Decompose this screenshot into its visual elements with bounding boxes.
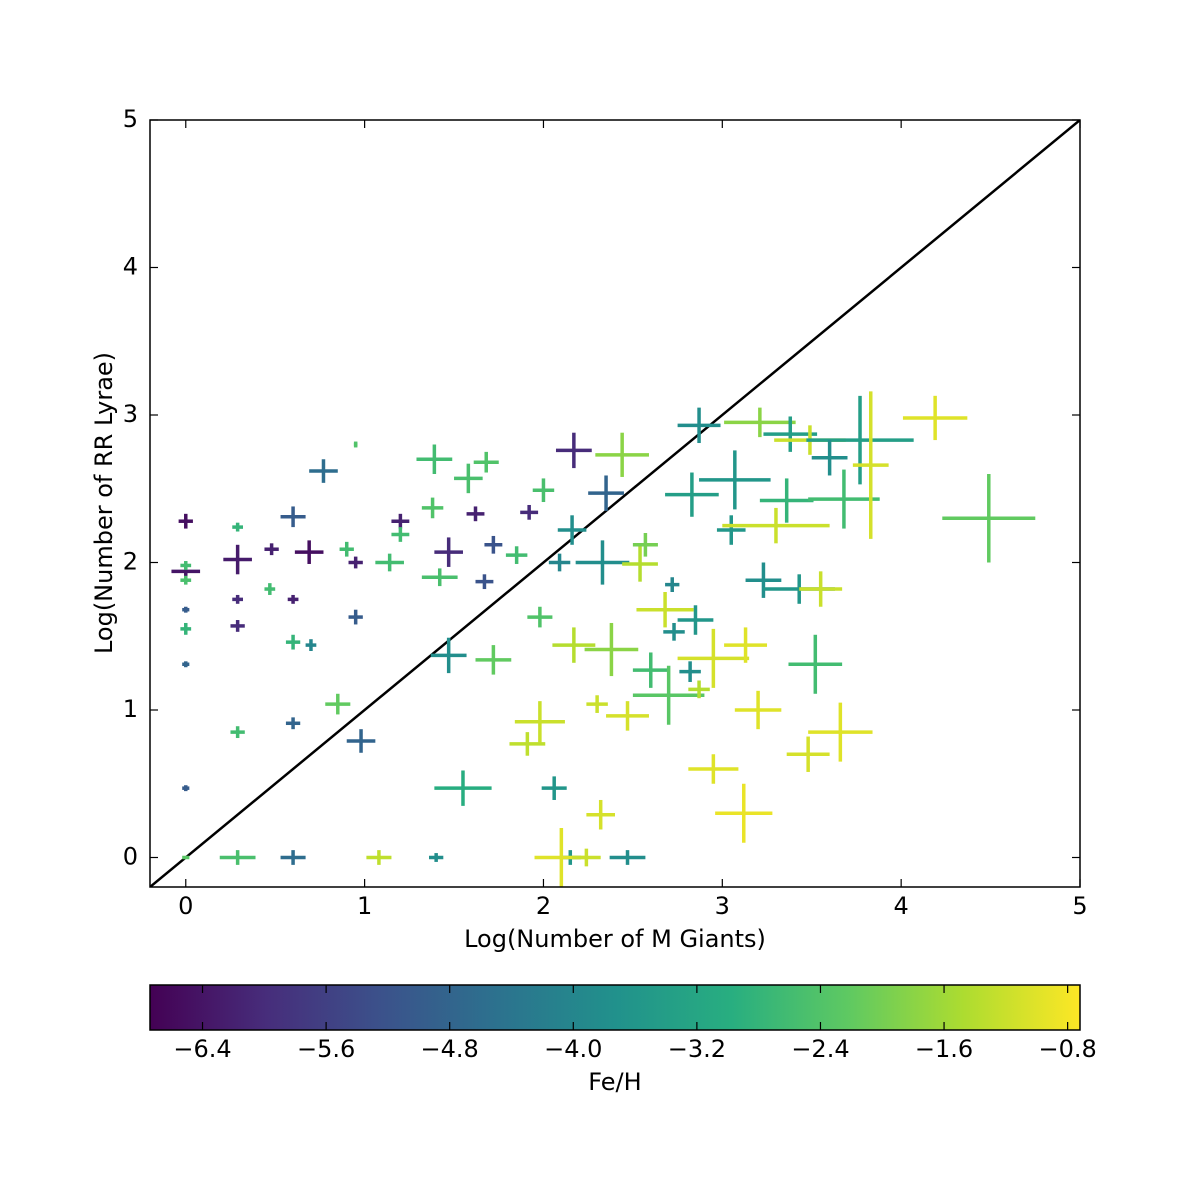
colorbar-tick-label: −6.4 (173, 1035, 231, 1063)
x-tick-label: 1 (357, 892, 372, 920)
x-tick-label: 0 (178, 892, 193, 920)
colorbar-tick-label: −4.8 (421, 1035, 479, 1063)
y-tick-label: 0 (123, 843, 138, 871)
colorbar-tick-label: −1.6 (915, 1035, 973, 1063)
plot-area (150, 120, 1080, 887)
x-axis-label: Log(Number of M Giants) (464, 925, 766, 953)
colorbar (149, 984, 1081, 1031)
colorbar-tick-label: −0.8 (1039, 1035, 1097, 1063)
reference-line (150, 120, 1080, 887)
x-tick-label: 5 (1072, 892, 1087, 920)
y-tick-label: 1 (123, 695, 138, 723)
x-tick-label: 3 (715, 892, 730, 920)
colorbar-tick-label: −2.4 (791, 1035, 849, 1063)
y-axis-label: Log(Number of RR Lyrae) (90, 352, 118, 654)
y-tick-label: 2 (123, 548, 138, 576)
plot-frame (149, 119, 1081, 888)
x-tick-label: 4 (894, 892, 909, 920)
y-tick-label: 4 (123, 253, 138, 281)
colorbar-tick-label: −5.6 (297, 1035, 355, 1063)
colorbar-tick-label: −3.2 (668, 1035, 726, 1063)
y-tick-label: 3 (123, 400, 138, 428)
colorbar-label: Fe/H (588, 1068, 641, 1096)
x-tick-label: 2 (536, 892, 551, 920)
colorbar-tick-label: −4.0 (544, 1035, 602, 1063)
y-tick-label: 5 (123, 105, 138, 133)
